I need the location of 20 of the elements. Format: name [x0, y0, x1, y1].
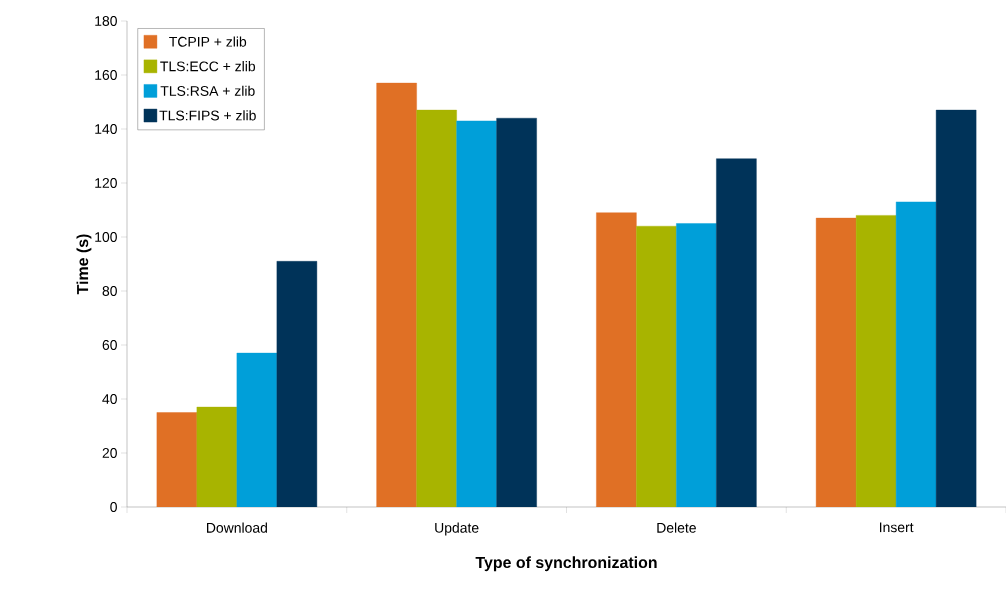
y-tick-label: 40: [102, 394, 117, 404]
y-tick-label: 60: [102, 340, 117, 350]
x-tick-label: Delete: [657, 522, 696, 533]
legend-label: TLS:ECC + zlib: [160, 61, 256, 72]
x-axis-title: Type of synchronization: [475, 556, 657, 572]
y-tick-label: 100: [95, 232, 117, 242]
legend-label: TLS:RSA + zlib: [160, 85, 255, 96]
y-tick-label: 20: [102, 448, 117, 458]
x-tick-label: Update: [435, 522, 479, 536]
x-tick-label: Insert: [879, 522, 914, 533]
y-tick-label: 160: [95, 70, 117, 80]
legend-label: TLS:FIPS + zlib: [159, 110, 256, 121]
y-tick-label: 80: [102, 286, 117, 296]
y-tick-label: 120: [95, 178, 117, 188]
x-tick-label: Download: [207, 522, 267, 533]
y-axis-title: Time (s): [76, 234, 92, 295]
legend-label: TCPIP + zlib: [169, 36, 247, 47]
y-tick-label: 180: [95, 16, 117, 26]
y-tick-label: 140: [95, 124, 117, 134]
y-tick-label: 0: [110, 502, 117, 512]
